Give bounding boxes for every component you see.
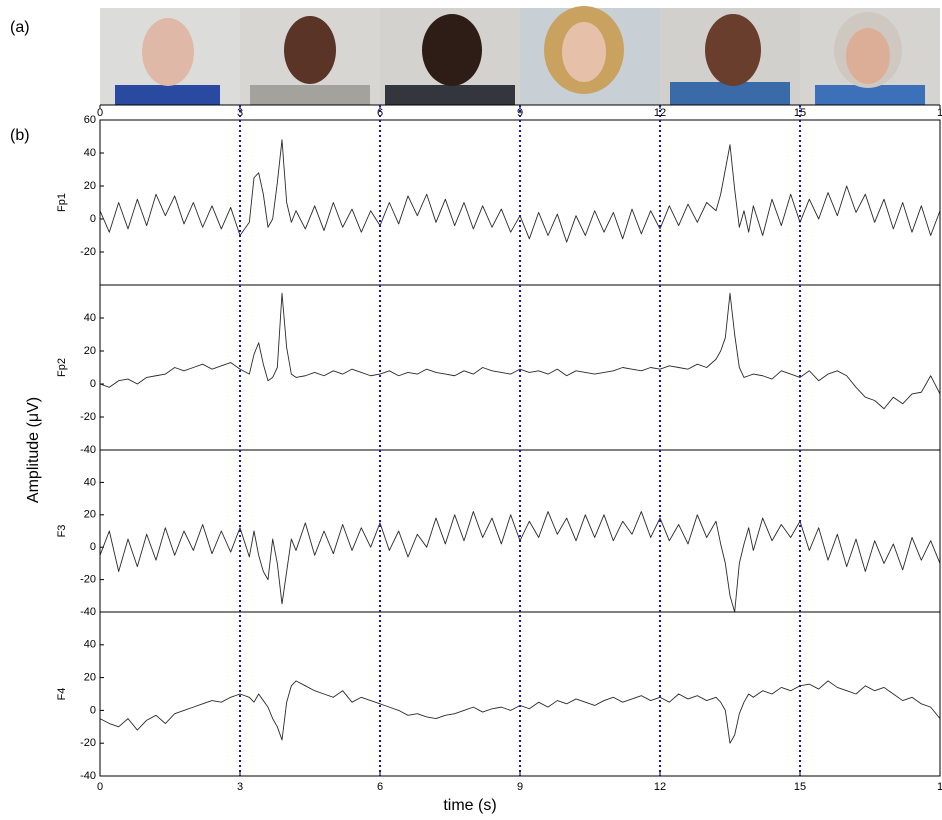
x-tick-label: 15: [794, 781, 806, 793]
panel-label: (b): [10, 127, 30, 144]
y-tick-label: 40: [84, 476, 96, 488]
strip-tick-label: 6: [377, 107, 383, 119]
face-photo: [142, 18, 194, 86]
y-tick-label: 20: [84, 509, 96, 521]
x-tick-label: 12: [654, 781, 666, 793]
strip-tick-label: 1: [937, 107, 942, 119]
y-tick-label: -40: [80, 770, 96, 782]
y-tick-label: 40: [84, 147, 96, 159]
y-tick-label: 60: [84, 114, 96, 126]
y-tick-label: -40: [80, 444, 96, 456]
x-tick-label: 9: [517, 781, 523, 793]
channel-label: Fp2: [56, 358, 68, 377]
y-axis-title: Amplitude (μV): [25, 397, 42, 503]
channel-label: Fp1: [56, 193, 68, 212]
y-tick-label: 20: [84, 672, 96, 684]
panel-label: (a): [10, 19, 30, 36]
y-tick-label: 0: [90, 378, 96, 390]
face-photo: [562, 22, 606, 82]
signal-line: [99, 680, 941, 744]
strip-tick-label: 12: [654, 107, 666, 119]
face-photo: [284, 16, 336, 84]
signal-line: [99, 292, 941, 410]
signal-line: [99, 511, 941, 613]
y-tick-label: 0: [90, 704, 96, 716]
face-photo: [385, 85, 515, 105]
face-photo: [250, 85, 370, 105]
face-photo: [670, 82, 790, 105]
x-tick-label: 6: [377, 781, 383, 793]
channel-label: F4: [56, 688, 68, 701]
channel-label: F3: [56, 525, 68, 538]
y-tick-label: 40: [84, 639, 96, 651]
x-tick-label: 0: [97, 781, 103, 793]
face-photo: [422, 14, 482, 86]
y-tick-label: -20: [80, 737, 96, 749]
x-axis-title: time (s): [443, 797, 496, 814]
y-tick-label: -20: [80, 574, 96, 586]
face-photo: [846, 28, 890, 84]
y-tick-label: -20: [80, 411, 96, 423]
strip-tick-label: 9: [517, 107, 523, 119]
y-tick-label: 20: [84, 180, 96, 192]
strip-tick-label: 3: [237, 107, 243, 119]
face-photo: [115, 85, 220, 105]
x-tick-label: 1: [937, 781, 942, 793]
face-photo: [815, 85, 925, 105]
y-tick-label: -40: [80, 606, 96, 618]
face-photo: [705, 14, 761, 86]
y-tick-label: 20: [84, 345, 96, 357]
strip-tick-label: 15: [794, 107, 806, 119]
y-tick-label: -20: [80, 246, 96, 258]
y-tick-label: 0: [90, 541, 96, 553]
strip-tick-label: 0: [97, 107, 103, 119]
x-tick-label: 3: [237, 781, 243, 793]
signal-line: [99, 139, 941, 243]
face-strip: [100, 6, 940, 105]
y-tick-label: 40: [84, 312, 96, 324]
y-tick-label: 0: [90, 213, 96, 225]
